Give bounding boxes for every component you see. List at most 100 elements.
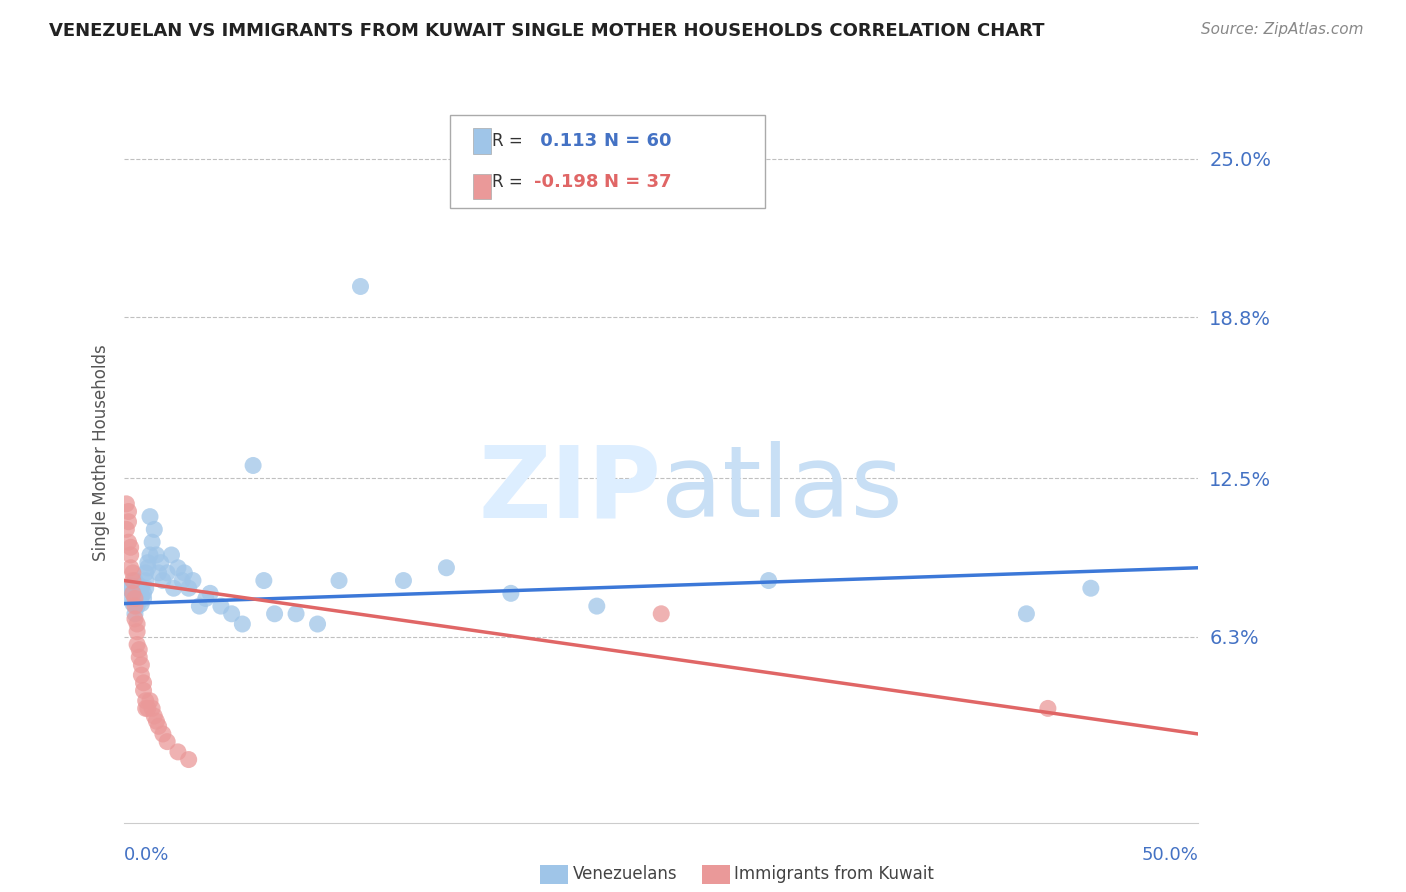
Point [117, 504, 139, 518]
Point [128, 650, 150, 665]
Y-axis label: Single Mother Households: Single Mother Households [93, 344, 110, 561]
Point [124, 607, 146, 621]
Point [128, 579, 150, 593]
Point [145, 714, 167, 729]
Point [209, 599, 232, 614]
Point [115, 497, 138, 511]
Point [117, 535, 139, 549]
Point [124, 612, 146, 626]
Point [121, 586, 143, 600]
Point [177, 753, 200, 767]
Point [136, 561, 159, 575]
Point [177, 581, 200, 595]
Text: VENEZUELAN VS IMMIGRANTS FROM KUWAIT SINGLE MOTHER HOUSEHOLDS CORRELATION CHART: VENEZUELAN VS IMMIGRANTS FROM KUWAIT SIN… [49, 22, 1045, 40]
Point [136, 701, 159, 715]
Point [135, 701, 157, 715]
Point [131, 657, 153, 672]
Point [141, 701, 163, 715]
Point [135, 694, 157, 708]
Point [1080, 581, 1102, 595]
Point [124, 591, 146, 606]
Point [1036, 701, 1059, 715]
Point [120, 541, 142, 555]
Point [328, 574, 350, 588]
Text: R =: R = [492, 132, 523, 150]
Point [128, 642, 150, 657]
Point [127, 617, 149, 632]
Point [499, 586, 522, 600]
Point [117, 581, 139, 595]
Point [148, 566, 170, 580]
Point [132, 586, 155, 600]
Point [585, 599, 607, 614]
Point [167, 561, 190, 575]
Point [162, 581, 184, 595]
Point [128, 586, 150, 600]
Point [758, 574, 780, 588]
Point [198, 586, 221, 600]
Point [124, 599, 146, 614]
Point [132, 591, 155, 606]
Point [139, 694, 162, 708]
Point [436, 561, 458, 575]
Point [120, 591, 142, 606]
Point [139, 509, 162, 524]
Text: atlas: atlas [661, 442, 903, 538]
Point [285, 607, 308, 621]
Point [141, 535, 163, 549]
Text: Immigrants from Kuwait: Immigrants from Kuwait [734, 865, 934, 883]
Point [121, 586, 143, 600]
Point [221, 607, 243, 621]
Point [128, 591, 150, 606]
Point [148, 719, 170, 733]
Point [188, 599, 211, 614]
Point [131, 589, 153, 603]
Point [167, 745, 190, 759]
Point [115, 523, 138, 537]
Text: 50.0%: 50.0% [1142, 846, 1198, 863]
Text: Venezuelans: Venezuelans [572, 865, 678, 883]
Point [650, 607, 672, 621]
Point [253, 574, 276, 588]
Point [156, 566, 179, 580]
Point [1015, 607, 1038, 621]
Point [124, 589, 146, 603]
Text: ZIP: ZIP [478, 442, 661, 538]
Point [172, 574, 194, 588]
Point [349, 279, 371, 293]
Text: N = 60: N = 60 [605, 132, 672, 150]
Point [127, 599, 149, 614]
Point [120, 561, 142, 575]
Point [143, 709, 166, 723]
Point [392, 574, 415, 588]
Text: 0.0%: 0.0% [124, 846, 170, 863]
Point [242, 458, 264, 473]
Point [131, 597, 153, 611]
Point [156, 734, 179, 748]
Text: 0.113: 0.113 [534, 132, 598, 150]
Point [181, 574, 204, 588]
Point [127, 586, 149, 600]
Point [121, 574, 143, 588]
Point [131, 668, 153, 682]
Point [135, 574, 157, 588]
Point [231, 617, 253, 632]
Point [124, 574, 146, 588]
Text: Source: ZipAtlas.com: Source: ZipAtlas.com [1201, 22, 1364, 37]
Point [132, 676, 155, 690]
Point [194, 591, 217, 606]
Point [120, 548, 142, 562]
Point [117, 515, 139, 529]
Point [160, 548, 183, 562]
Point [132, 683, 155, 698]
Point [139, 548, 162, 562]
Text: R =: R = [492, 173, 523, 191]
Point [136, 556, 159, 570]
Point [143, 523, 166, 537]
Point [173, 566, 195, 580]
Point [135, 581, 157, 595]
Point [149, 556, 172, 570]
Point [152, 727, 174, 741]
Point [263, 607, 285, 621]
Point [135, 566, 157, 580]
